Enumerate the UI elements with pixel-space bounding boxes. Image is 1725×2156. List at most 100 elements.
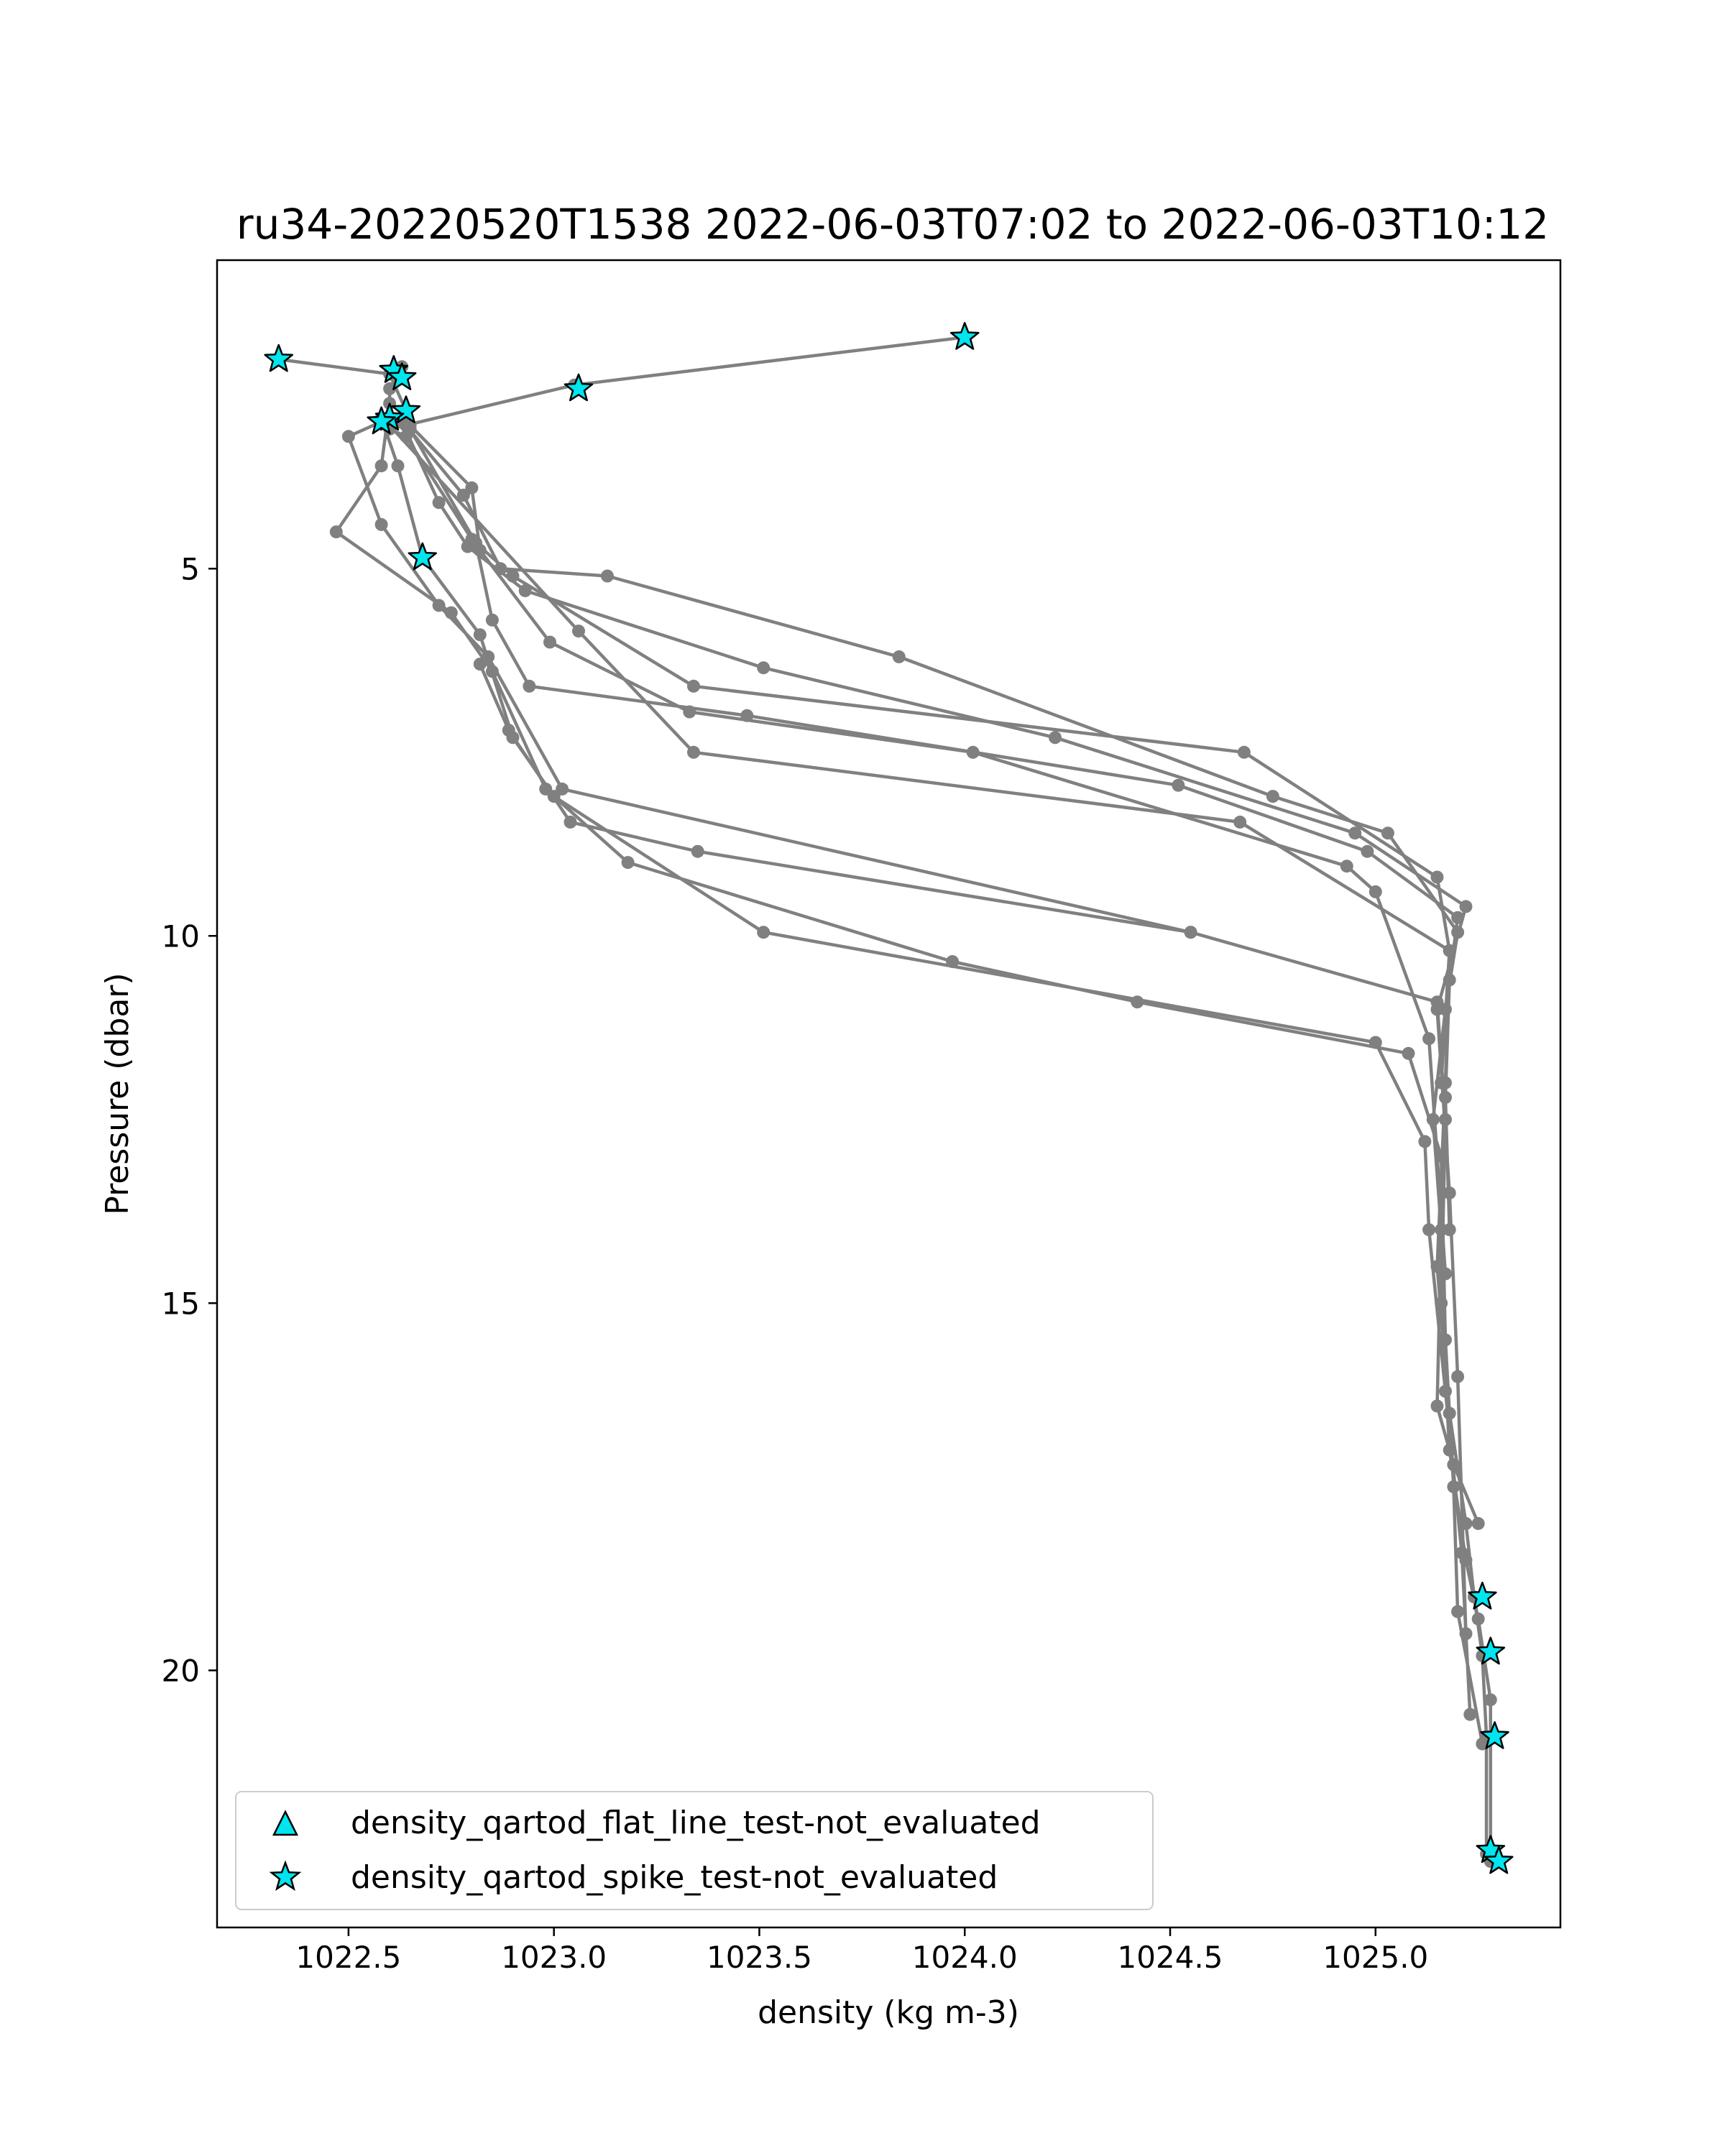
y-tick-label: 20 xyxy=(162,1653,200,1688)
data-point xyxy=(469,536,483,550)
data-point xyxy=(1463,1708,1477,1721)
data-point xyxy=(543,635,556,649)
data-point xyxy=(341,430,355,443)
y-tick-label: 10 xyxy=(162,918,200,954)
data-point xyxy=(1237,745,1251,759)
data-point xyxy=(1459,1627,1473,1641)
data-point xyxy=(1443,1223,1456,1237)
data-point xyxy=(444,606,458,619)
data-point xyxy=(1430,870,1444,884)
data-point xyxy=(432,496,446,510)
data-point xyxy=(564,815,577,829)
data-point xyxy=(1459,900,1473,913)
data-point xyxy=(691,844,704,858)
spike-flag-star-marker xyxy=(264,344,294,372)
spike-flag-star-marker xyxy=(1480,1721,1509,1749)
data-point xyxy=(329,525,343,539)
series-line-8 xyxy=(408,428,1460,1230)
data-point xyxy=(757,926,770,939)
data-point xyxy=(1476,1737,1489,1751)
data-point xyxy=(403,423,417,436)
data-point xyxy=(1418,1135,1432,1148)
data-point xyxy=(1447,1458,1460,1472)
data-point xyxy=(1381,826,1394,840)
data-point xyxy=(621,856,635,870)
data-point xyxy=(374,459,388,473)
plot-area-frame xyxy=(216,259,1562,1929)
data-point xyxy=(1368,1036,1382,1049)
legend-star-marker xyxy=(269,1860,302,1892)
spike-flag-star-marker xyxy=(391,395,421,423)
data-point xyxy=(1443,944,1456,957)
data-point xyxy=(1484,1693,1497,1707)
x-tick-label: 1024.0 xyxy=(912,1940,1018,1975)
legend-frame xyxy=(235,1791,1154,1910)
x-tick-label: 1022.5 xyxy=(295,1940,401,1975)
spike-flag-star-marker xyxy=(367,406,396,435)
data-point xyxy=(1430,1399,1444,1413)
legend-triangle-marker xyxy=(272,1810,299,1836)
data-point xyxy=(687,679,700,693)
data-point xyxy=(383,382,397,395)
legend-entry-spike: density_qartod_spike_test-not_evaluated xyxy=(351,1859,998,1896)
data-point xyxy=(456,489,470,502)
spike-flag-star-marker xyxy=(564,373,594,402)
data-point xyxy=(1361,844,1374,858)
x-tick-label: 1023.5 xyxy=(707,1940,812,1975)
data-point xyxy=(391,459,405,473)
spike-flag-star-marker xyxy=(1484,1846,1514,1874)
data-point xyxy=(374,517,388,531)
data-point xyxy=(892,650,906,663)
data-point xyxy=(1184,926,1197,939)
x-axis-label: density (kg m-3) xyxy=(758,1994,1019,2031)
chart-title: ru34-20220520T1538 2022-06-03T07:02 to 2… xyxy=(236,200,1549,249)
data-point xyxy=(1233,815,1247,829)
series-line-6 xyxy=(405,424,1480,1524)
spike-flag-star-marker xyxy=(1468,1581,1497,1610)
data-point xyxy=(518,584,532,597)
series-layer xyxy=(272,331,1497,1868)
data-point xyxy=(1471,1612,1485,1626)
series-line-4 xyxy=(380,417,1472,1715)
data-point xyxy=(1172,778,1185,792)
data-point xyxy=(485,613,499,627)
data-point xyxy=(1368,885,1382,898)
data-point xyxy=(1266,790,1279,803)
y-tick-label: 5 xyxy=(180,551,200,586)
data-point xyxy=(1439,1267,1452,1281)
data-point xyxy=(1422,1032,1436,1046)
data-point xyxy=(1348,826,1362,840)
series-line-1 xyxy=(387,336,1489,1854)
legend: density_qartod_flat_line_test-not_evalua… xyxy=(235,1791,1154,1910)
y-axis-label: Pressure (dbar) xyxy=(99,972,136,1215)
data-point xyxy=(523,679,536,693)
data-point xyxy=(1451,1605,1465,1618)
series-line-7 xyxy=(408,424,1448,1274)
series-line-5 xyxy=(400,420,1468,1634)
data-point xyxy=(687,745,700,759)
data-point xyxy=(1402,1046,1415,1060)
data-point xyxy=(1049,731,1062,745)
data-point xyxy=(1435,1076,1448,1089)
x-axis: 1022.5 1023.0 1023.5 1024.0 1024.5 1025.0 xyxy=(295,1927,1428,1975)
data-point xyxy=(1439,1333,1452,1347)
data-point xyxy=(465,481,479,494)
series-line-2 xyxy=(278,357,1493,1861)
legend-entry-flat-line: density_qartod_flat_line_test-not_evalua… xyxy=(351,1805,1041,1841)
data-point xyxy=(757,661,770,675)
series-line-9 xyxy=(388,424,1451,1083)
data-point xyxy=(1471,1516,1485,1530)
data-point xyxy=(1451,911,1465,924)
y-tick-label: 15 xyxy=(162,1286,200,1321)
x-tick-label: 1024.5 xyxy=(1118,1940,1223,1975)
spike-flag-star-marker xyxy=(949,322,980,350)
data-point xyxy=(473,658,487,671)
data-point xyxy=(572,625,585,638)
x-tick-label: 1025.0 xyxy=(1322,1940,1428,1975)
data-point xyxy=(1439,1384,1452,1398)
spike-flag-star-marker xyxy=(408,542,438,571)
data-point xyxy=(1439,1091,1452,1105)
x-tick-label: 1023.0 xyxy=(501,1940,607,1975)
data-point xyxy=(1422,1223,1436,1237)
